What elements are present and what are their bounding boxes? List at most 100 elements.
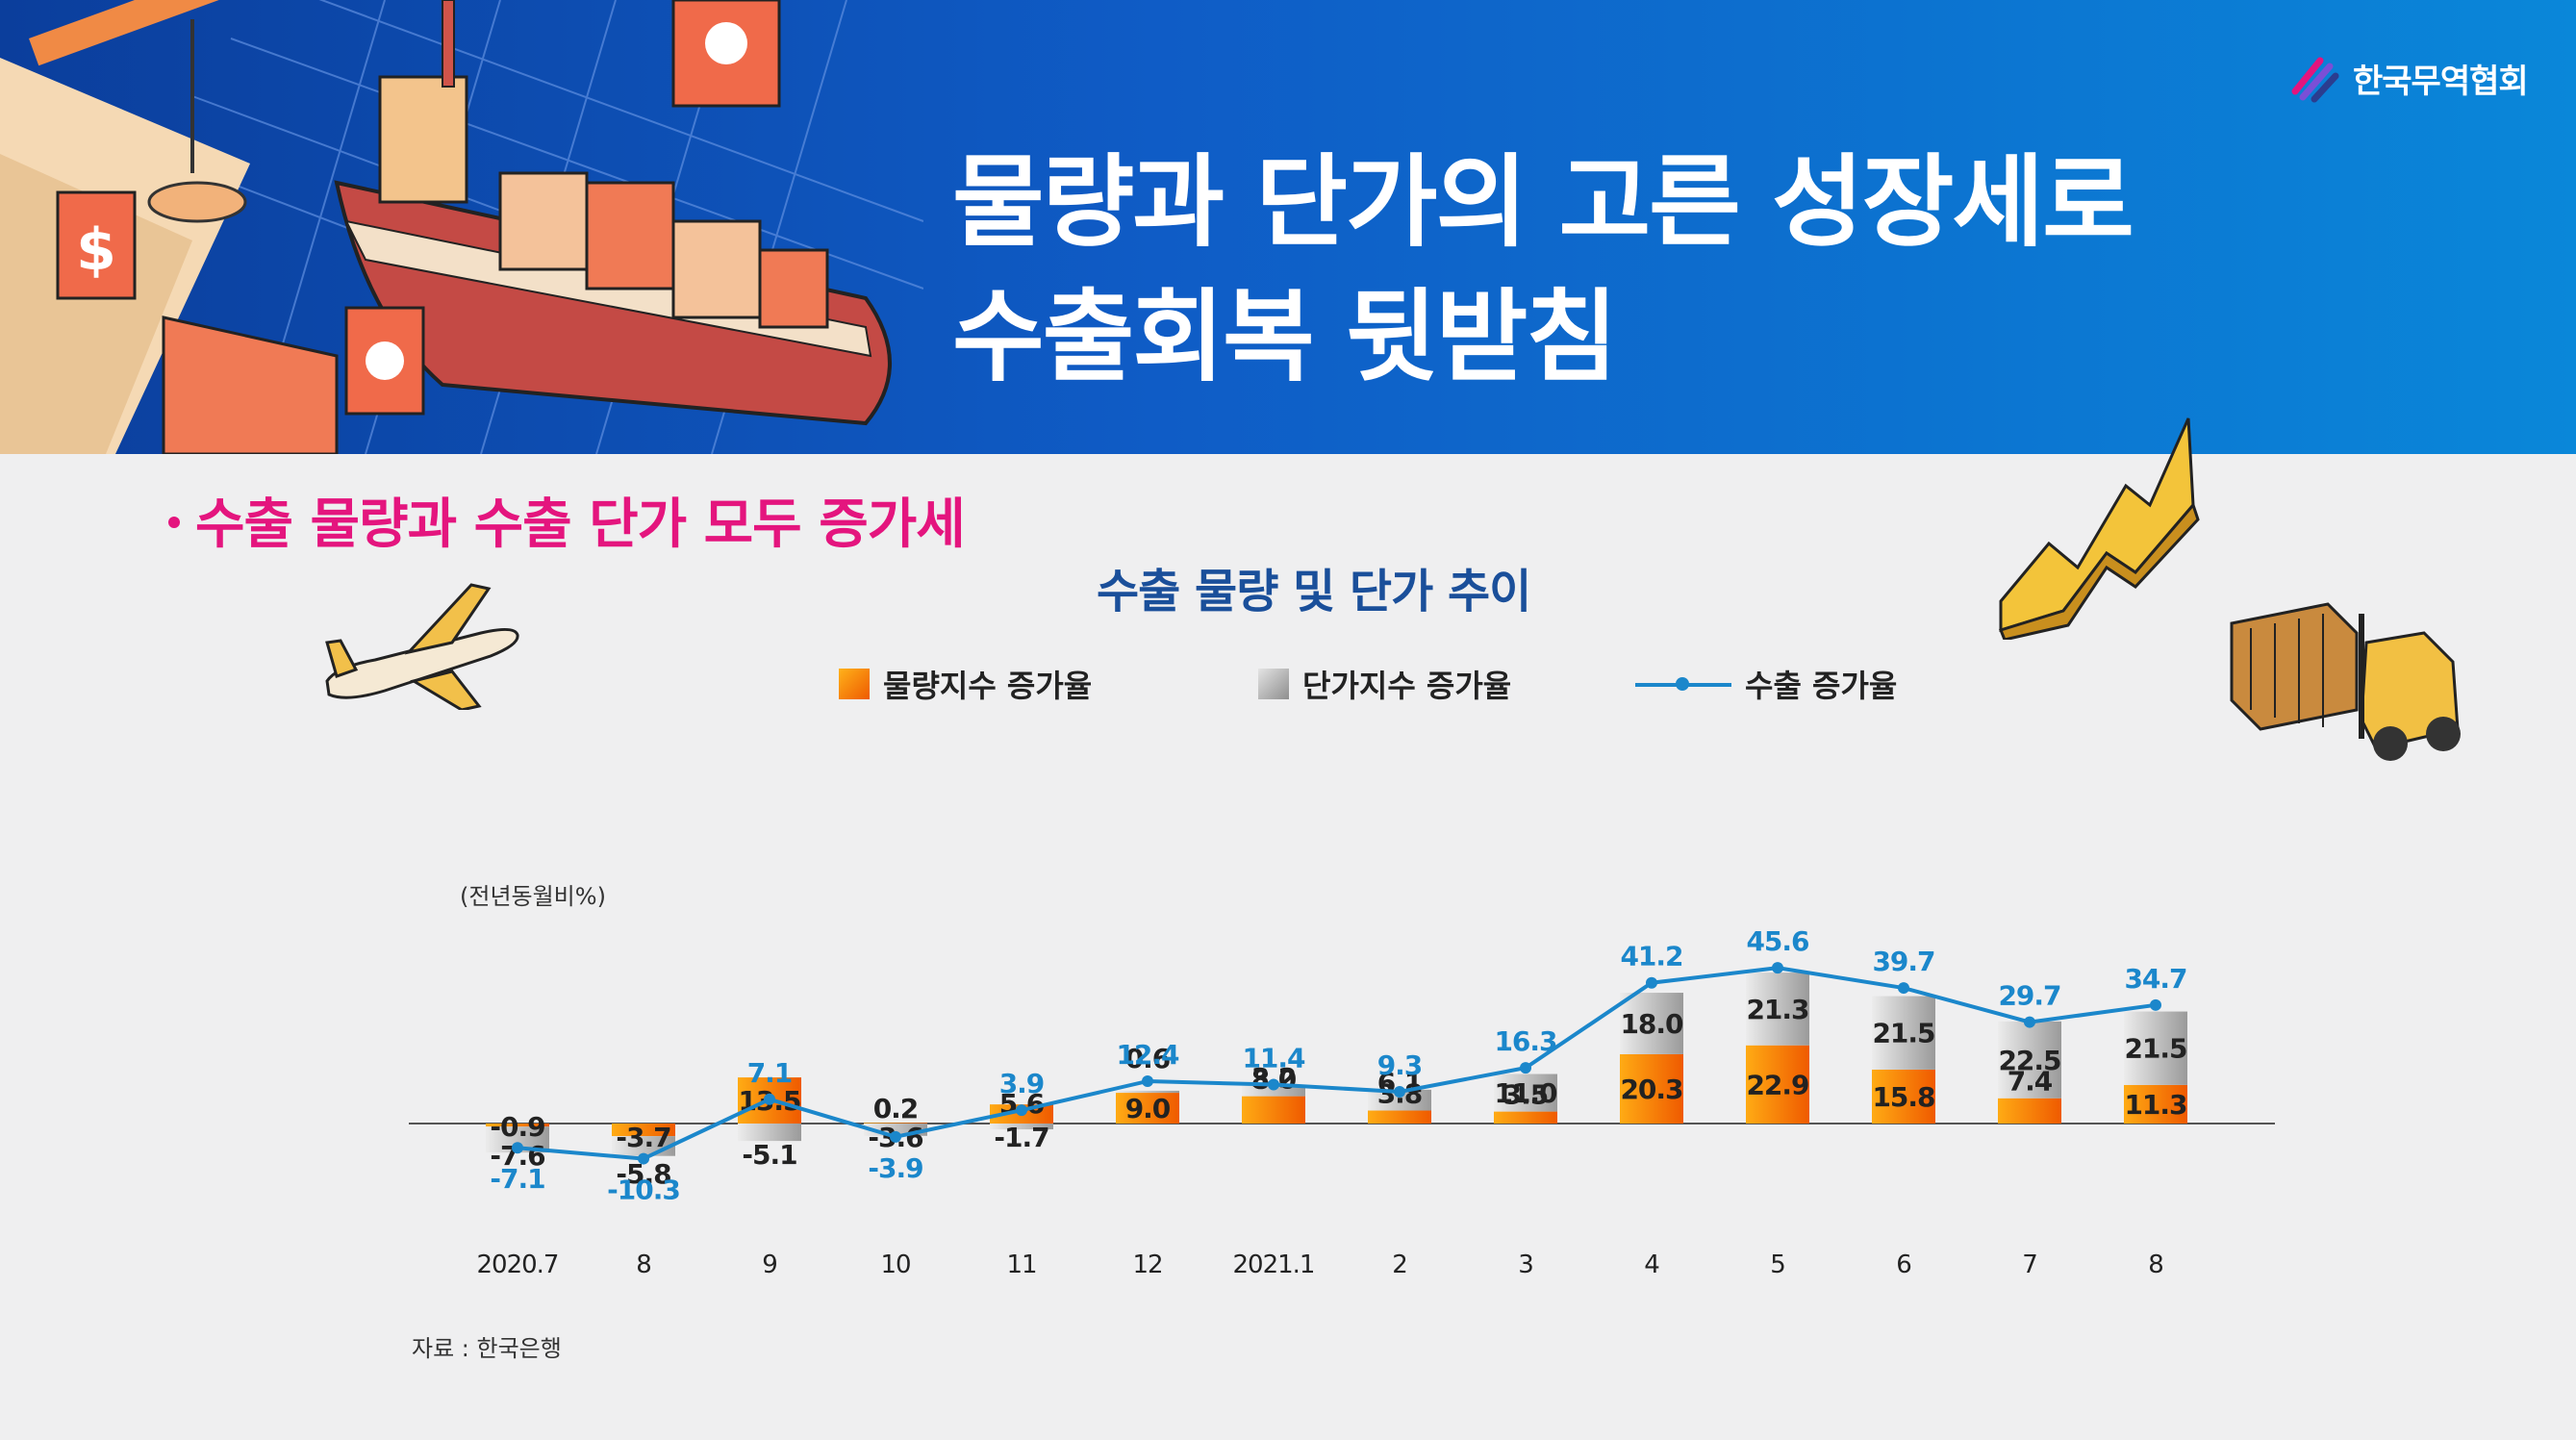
bar-price (1872, 996, 1935, 1070)
section-subtitle: 수출 물량과 수출 단가 모두 증가세 (168, 481, 966, 559)
title-line-1: 물량과 단가의 고른 성장세로 (952, 143, 2134, 261)
bar-volume (1872, 1069, 1935, 1124)
x-tick-label: 2020.7 (477, 1251, 559, 1279)
export-growth-point (1898, 982, 1909, 995)
legend-swatch-volume (839, 669, 870, 699)
bar-volume (1242, 1096, 1305, 1124)
x-tick-label: 12 (1132, 1251, 1162, 1279)
rising-chart-icon (1999, 417, 2200, 640)
bar-volume (486, 1124, 549, 1127)
x-tick-label: 3 (1518, 1251, 1533, 1279)
bar-price (2124, 1011, 2187, 1085)
legend-swatch-export (1635, 669, 1731, 699)
bar-volume (1998, 1098, 2061, 1124)
subtitle-text: 수출 물량과 수출 단가 모두 증가세 (195, 493, 966, 556)
header-banner: $ 물량과 단가의 고른 성장세로 수출회복 뒷받침 한국무역협회 (0, 0, 2576, 454)
volume-value-label: 20.3 (1620, 1074, 1682, 1105)
export-growth-line (517, 966, 2157, 1161)
legend-label-price: 단가지수 증가율 (1302, 668, 1512, 704)
legend-swatch-price (1258, 669, 1289, 699)
export-growth-label: 39.7 (1872, 946, 1934, 977)
export-growth-label: 7.1 (747, 1057, 793, 1089)
export-growth-label: -10.3 (607, 1175, 680, 1206)
export-growth-point (1772, 962, 1783, 974)
export-growth-point (638, 1152, 649, 1165)
bar-volume (1116, 1093, 1179, 1124)
bar-price (738, 1124, 801, 1142)
bar-volume (2124, 1084, 2187, 1124)
x-tick-label: 8 (2148, 1251, 2163, 1279)
x-tick-label: 10 (880, 1251, 910, 1279)
bar-price (1998, 1021, 2061, 1099)
export-growth-point (2024, 1016, 2035, 1028)
airplane-icon (325, 583, 519, 710)
price-value-label: 21.5 (2124, 1033, 2186, 1065)
unit-label: (전년동월비%) (460, 883, 606, 910)
logo-text: 한국무역협회 (2353, 62, 2529, 101)
export-growth-point (1394, 1085, 1405, 1098)
bar-price (1116, 1090, 1179, 1094)
price-value-label: 21.3 (1746, 994, 1808, 1025)
volume-value-label: -0.9 (490, 1111, 544, 1143)
bar-volume (612, 1124, 675, 1137)
bar-volume (1368, 1110, 1431, 1124)
export-growth-point (1268, 1078, 1279, 1091)
export-growth-label: 45.6 (1746, 925, 1808, 957)
port-illustration-icon: $ (0, 0, 923, 454)
export-growth-point (890, 1130, 901, 1143)
svg-text:$: $ (76, 216, 116, 284)
bar-price (1494, 1074, 1557, 1112)
export-growth-point (2150, 998, 2161, 1011)
logo-icon (2291, 57, 2339, 103)
page-title: 물량과 단가의 고른 성장세로 수출회복 뒷받침 (952, 135, 2134, 404)
price-value-label: 11.0 (1494, 1077, 1557, 1109)
volume-value-label: 22.9 (1746, 1069, 1808, 1100)
chart-title: 수출 물량 및 단가 추이 (1097, 565, 1531, 619)
export-growth-label: -3.9 (868, 1152, 922, 1184)
legend-label-export: 수출 증가율 (1745, 668, 1898, 704)
x-tick-label: 8 (636, 1251, 651, 1279)
export-growth-label: 9.3 (1377, 1049, 1423, 1081)
bar-volume (864, 1123, 927, 1124)
export-growth-label: 3.9 (999, 1068, 1045, 1099)
export-growth-point (1520, 1062, 1531, 1074)
export-growth-label: 41.2 (1620, 941, 1682, 973)
export-growth-label: 11.4 (1242, 1043, 1305, 1074)
volume-value-label: 11.3 (2124, 1089, 2186, 1121)
export-growth-point (764, 1093, 775, 1105)
bar-price (1746, 973, 1809, 1046)
x-tick-label: 2 (1392, 1251, 1407, 1279)
bar-price (1620, 993, 1683, 1054)
x-tick-label: 6 (1896, 1251, 1911, 1279)
bar-price (1368, 1089, 1431, 1111)
bar-volume (1620, 1053, 1683, 1124)
legend-export: 수출 증가율 (1635, 662, 1897, 706)
price-value-label: 18.0 (1620, 1008, 1683, 1040)
export-growth-point (1142, 1074, 1153, 1087)
export-growth-label: 12.4 (1116, 1039, 1179, 1071)
export-growth-label: -7.1 (490, 1163, 544, 1195)
legend-label-volume: 물량지수 증가율 (883, 668, 1093, 704)
volume-value-label: 0.2 (873, 1093, 919, 1124)
forklift-icon (2230, 602, 2461, 761)
export-growth-point (1016, 1104, 1027, 1117)
source-note: 자료 : 한국은행 (412, 1335, 562, 1362)
export-growth-label: 34.7 (2124, 963, 2186, 995)
volume-value-label: 9.0 (1125, 1093, 1171, 1124)
price-value-label: -1.7 (994, 1122, 1048, 1153)
export-growth-label: 16.3 (1494, 1025, 1556, 1057)
x-tick-label: 2021.1 (1233, 1251, 1315, 1279)
x-tick-label: 11 (1006, 1251, 1036, 1279)
bar-price (990, 1124, 1053, 1130)
bar-volume (1746, 1045, 1809, 1124)
price-value-label: 21.5 (1872, 1018, 1934, 1049)
volume-value-label: 7.4 (2008, 1066, 2053, 1098)
brand-logo: 한국무역협회 (2289, 53, 2529, 103)
bar-price (1242, 1085, 1305, 1097)
volume-value-label: 15.8 (1872, 1081, 1934, 1113)
title-line-2: 수출회복 뒷받침 (952, 278, 1618, 395)
x-tick-label: 9 (762, 1251, 777, 1279)
legend-price: 단가지수 증가율 (1258, 662, 1511, 706)
price-value-label: -5.1 (742, 1139, 796, 1171)
